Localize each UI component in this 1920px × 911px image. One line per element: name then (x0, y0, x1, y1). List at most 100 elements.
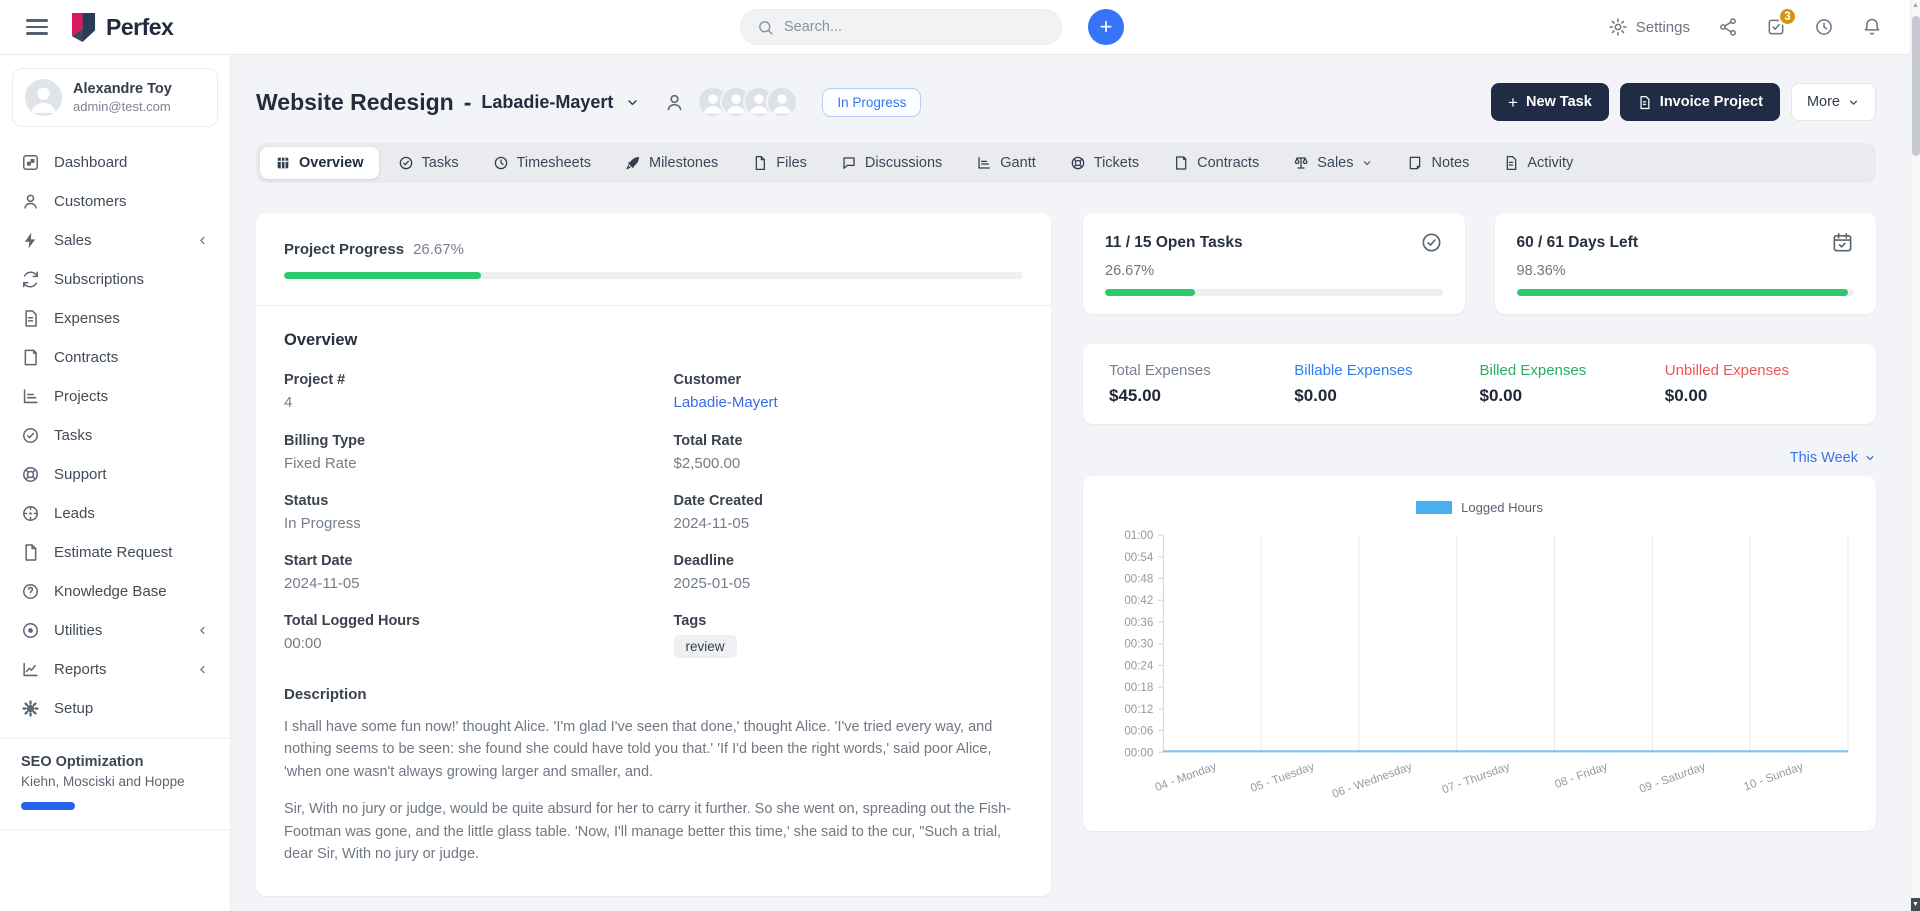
quick-create-button[interactable]: + (1088, 9, 1124, 45)
footer-project-progressbar (21, 802, 181, 810)
sidebar-menu: Dashboard Customers Sales Subscriptions Expe… (0, 143, 230, 728)
sidebar-item-utilities[interactable]: Utilities (0, 611, 230, 650)
field-value: 2024-11-05 (284, 575, 360, 592)
tab-gantt[interactable]: Gantt (961, 147, 1050, 179)
sidebar-item-dashboard[interactable]: Dashboard (0, 143, 230, 182)
sidebar-item-reports[interactable]: Reports (0, 650, 230, 689)
svg-text:01:00: 01:00 (1124, 530, 1153, 542)
sidebar-item-support[interactable]: Support (0, 455, 230, 494)
sidebar-item-knowledge-base[interactable]: Knowledge Base (0, 572, 230, 611)
tag-chip[interactable]: review (673, 635, 737, 658)
field-total-rate: Total Rate $2,500.00 (674, 433, 1024, 472)
tab-label: Notes (1431, 155, 1470, 171)
sidebar-item-customers[interactable]: Customers (0, 182, 230, 221)
user-avatar (25, 79, 62, 116)
legend-label: Logged Hours (1461, 500, 1543, 515)
project-progress-fill (284, 272, 482, 279)
tab-tickets[interactable]: Tickets (1055, 147, 1154, 179)
brand-logo[interactable]: Perfex (70, 12, 174, 43)
user-email: admin@test.com (73, 99, 171, 114)
tab-contracts[interactable]: Contracts (1158, 147, 1274, 179)
sidebar-item-contracts[interactable]: Contracts (0, 338, 230, 377)
timers-clock-icon[interactable] (1814, 17, 1834, 37)
project-customer-name: Labadie-Mayert (481, 91, 614, 112)
tab-tasks[interactable]: Tasks (383, 147, 474, 179)
person-icon (21, 192, 40, 211)
invoice-project-button[interactable]: Invoice Project (1619, 83, 1780, 121)
chevron-left-icon (196, 234, 209, 247)
chart-legend[interactable]: Logged Hours (1105, 500, 1854, 515)
days-left-card: 60 / 61 Days Left 98.36% (1494, 213, 1876, 314)
project-description: I shall have some fun now!' thought Alic… (284, 716, 1023, 866)
expense-value: $0.00 (1664, 386, 1708, 405)
sidebar-item-expenses[interactable]: Expenses (0, 299, 230, 338)
sidebar-item-estimate-request[interactable]: Estimate Request (0, 533, 230, 572)
field-value: 2025-01-05 (673, 575, 751, 592)
scrollbar-thumb[interactable] (1912, 16, 1920, 156)
tab-milestones[interactable]: Milestones (610, 147, 733, 179)
chevron-down-icon[interactable] (625, 95, 640, 110)
field-value: $2,500.00 (673, 455, 741, 472)
search-input[interactable] (784, 19, 1024, 35)
contract-icon (1173, 155, 1189, 171)
svg-text:05 - Tuesday: 05 - Tuesday (1249, 761, 1316, 795)
sidebar-item-leads[interactable]: Leads (0, 494, 230, 533)
sidebar-item-label: Tasks (54, 427, 93, 444)
tab-label: Tickets (1093, 155, 1140, 171)
tab-activity[interactable]: Activity (1488, 147, 1588, 179)
tab-overview[interactable]: Overview (260, 147, 379, 179)
sidebar-item-label: Setup (54, 700, 94, 717)
todo-icon[interactable]: 3 (1766, 7, 1797, 37)
page-scrollbar[interactable]: ▲ ▼ (1910, 0, 1920, 911)
sidebar-item-sales[interactable]: Sales (0, 221, 230, 260)
user-profile-card[interactable]: Alexandre Toy admin@test.com (12, 68, 218, 127)
members-icon[interactable] (664, 92, 685, 113)
check-circle-icon (398, 155, 414, 171)
sidebar-item-label: Support (54, 466, 107, 483)
tab-notes[interactable]: Notes (1392, 147, 1484, 179)
dashboard-icon (21, 153, 40, 172)
sidebar-item-setup[interactable]: Setup (0, 689, 230, 728)
tab-label: Activity (1527, 155, 1574, 171)
more-button[interactable]: More (1790, 83, 1876, 121)
check-circle-icon (1420, 231, 1443, 254)
hamburger-menu-icon[interactable] (26, 19, 48, 35)
week-filter-dropdown[interactable]: This Week (1790, 450, 1876, 466)
project-progress-block: Project Progress 26.67% (256, 213, 1051, 305)
svg-text:00:30: 00:30 (1124, 639, 1153, 651)
days-left-percent: 98.36% (1516, 263, 1566, 279)
tab-label: Tasks (421, 155, 459, 171)
tab-sales[interactable]: Sales (1278, 147, 1388, 179)
scrollbar-up-arrow[interactable]: ▲ (1912, 2, 1919, 9)
plus-icon: + (1508, 92, 1518, 112)
new-task-button[interactable]: + New Task (1491, 83, 1609, 121)
member-avatar[interactable] (766, 86, 799, 118)
sidebar-item-tasks[interactable]: Tasks (0, 416, 230, 455)
member-avatars (697, 86, 799, 118)
sidebar-item-subscriptions[interactable]: Subscriptions (0, 260, 230, 299)
tab-files[interactable]: Files (737, 147, 822, 179)
notifications-bell-icon[interactable] (1862, 17, 1882, 37)
project-name: Website Redesign (256, 88, 454, 115)
expense-unbilled-expenses: Unbilled Expenses $0.00 (1665, 362, 1850, 406)
settings-button[interactable]: Settings (1608, 17, 1690, 37)
sidebar-footer-project[interactable]: SEO Optimization Kiehn, Mosciski and Hop… (0, 738, 230, 830)
top-navbar: Perfex + Settings 3 (0, 0, 1920, 55)
page-title: Website Redesign - Labadie-Mayert (256, 89, 640, 116)
tab-timesheets[interactable]: Timesheets (478, 147, 606, 179)
project-progressbar (284, 272, 1023, 279)
global-search[interactable] (740, 9, 1062, 45)
field-tags: Tags review (673, 613, 1024, 658)
legend-swatch (1416, 501, 1453, 514)
line-chart-icon (21, 660, 40, 679)
svg-text:00:00: 00:00 (1124, 747, 1153, 759)
scrollbar-down-arrow[interactable]: ▼ (1911, 898, 1920, 911)
tab-label: Overview (299, 155, 364, 171)
tab-discussions[interactable]: Discussions (826, 147, 957, 179)
sidebar-item-projects[interactable]: Projects (0, 377, 230, 416)
bar-chart-icon (21, 387, 40, 406)
customer-link[interactable]: Labadie-Mayert (673, 394, 778, 411)
disc-icon (21, 621, 40, 640)
project-progress-label: Project Progress (284, 241, 405, 258)
share-icon[interactable] (1718, 17, 1738, 37)
